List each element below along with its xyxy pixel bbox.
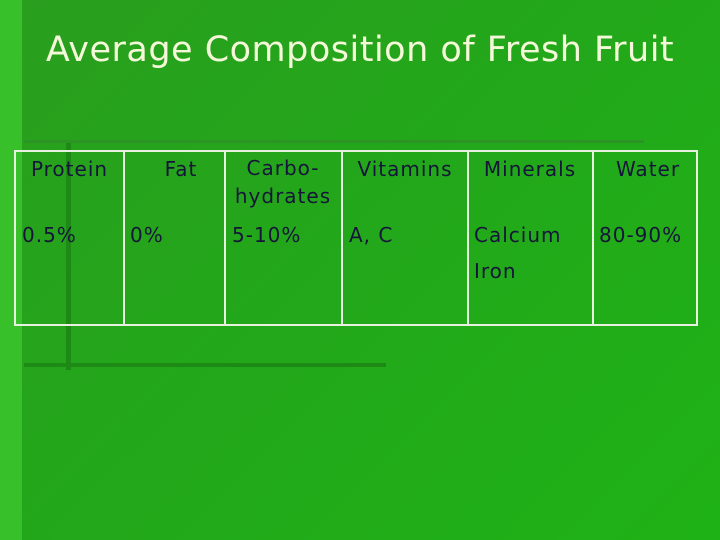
decor-line [24, 363, 386, 367]
slide-title: Average Composition of Fresh Fruit [45, 30, 675, 70]
table-cell: A, C [349, 223, 394, 247]
header-cell: Minerals [483, 157, 577, 181]
header-cell: Carbo-hydrates [234, 156, 332, 208]
table-cell: 80-90% [599, 223, 683, 247]
header-cell: Protein [30, 157, 109, 181]
column-divider [341, 152, 343, 324]
table-cell: Calcium [474, 223, 562, 247]
header-cell: Water [615, 157, 681, 181]
table-cell: 0.5% [22, 223, 77, 247]
decor-bar [0, 0, 22, 540]
table-cell: 0% [130, 223, 164, 247]
table: Protein Fat Carbo-hydrates Vitamins Mine… [14, 150, 698, 326]
header-cell: Vitamins [357, 157, 453, 181]
column-divider [592, 152, 594, 324]
column-divider [224, 152, 226, 324]
column-divider [467, 152, 469, 324]
header-cell: Fat [164, 157, 198, 181]
table-cell: Iron [474, 259, 517, 283]
decor-line [66, 140, 71, 370]
table-cell: 5-10% [232, 223, 302, 247]
column-divider [123, 152, 125, 324]
decor-line [24, 140, 644, 143]
